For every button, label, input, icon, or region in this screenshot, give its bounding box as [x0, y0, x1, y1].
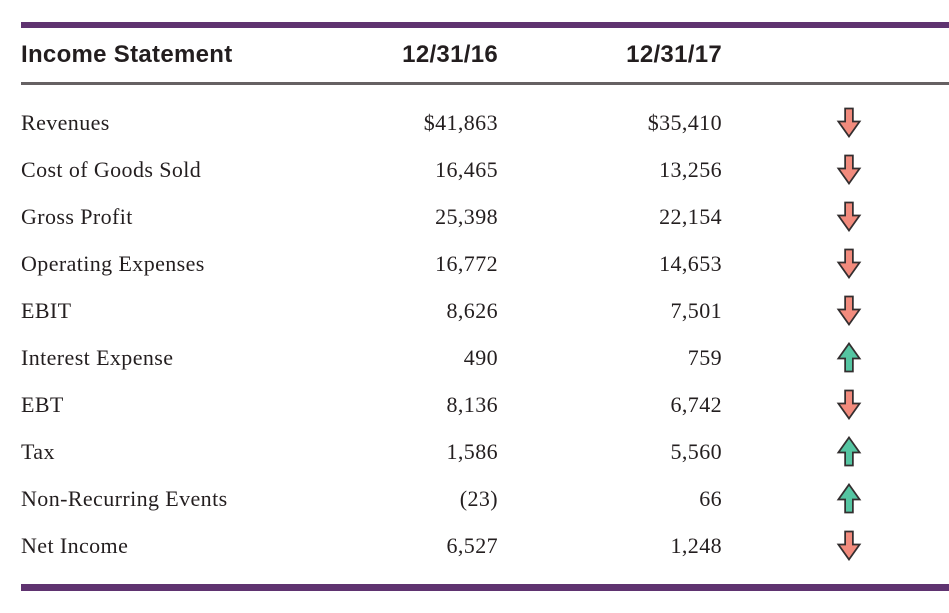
value-12-31-17: 6,742 [670, 391, 722, 417]
value-12-31-16: 490 [463, 344, 498, 370]
down-arrow-icon [836, 389, 862, 420]
row-label: Interest Expense [21, 344, 174, 370]
row-label: Gross Profit [21, 203, 133, 229]
value-12-31-17: 759 [687, 344, 722, 370]
row-label: EBIT [21, 297, 72, 323]
table-row: Interest Expense 490 759 [0, 334, 949, 381]
table-row: Operating Expenses 16,772 14,653 [0, 240, 949, 287]
value-12-31-16: 16,465 [435, 156, 498, 182]
table-row: EBT 8,136 6,742 [0, 381, 949, 428]
change-cell [722, 483, 949, 514]
bottom-accent-rule [21, 584, 949, 591]
body-footer-gap [0, 569, 949, 584]
value-12-31-17: 14,653 [659, 250, 722, 276]
change-cell [722, 530, 949, 561]
down-arrow-icon [836, 295, 862, 326]
row-label: EBT [21, 391, 64, 417]
change-cell [722, 389, 949, 420]
up-arrow-icon [836, 342, 862, 373]
value-12-31-17: 22,154 [659, 203, 722, 229]
up-arrow-icon [836, 483, 862, 514]
row-label: Non-Recurring Events [21, 485, 228, 511]
top-accent-rule [21, 22, 949, 28]
table-row: Tax 1,586 5,560 [0, 428, 949, 475]
table-row: Cost of Goods Sold 16,465 13,256 [0, 146, 949, 193]
value-12-31-16: 16,772 [435, 250, 498, 276]
value-12-31-17: $35,410 [647, 109, 722, 135]
table-row: Non-Recurring Events (23) 66 [0, 475, 949, 522]
row-label: Revenues [21, 109, 110, 135]
row-label: Operating Expenses [21, 250, 205, 276]
col-header-12-31-16: 12/31/16 [402, 41, 498, 68]
table-title: Income Statement [21, 41, 233, 68]
change-cell [722, 154, 949, 185]
value-12-31-16: 8,626 [446, 297, 498, 323]
change-cell [722, 107, 949, 138]
header-body-gap [0, 85, 949, 99]
table-body: Revenues $41,863 $35,410 Cost of Goods S… [0, 99, 949, 569]
value-12-31-17: 13,256 [659, 156, 722, 182]
table-row: Net Income 6,527 1,248 [0, 522, 949, 569]
table-row: Revenues $41,863 $35,410 [0, 99, 949, 146]
header-row: Income Statement 12/31/16 12/31/17 [0, 28, 949, 82]
value-12-31-17: 5,560 [670, 438, 722, 464]
col-header-12-31-17: 12/31/17 [626, 41, 722, 68]
down-arrow-icon [836, 154, 862, 185]
row-label: Net Income [21, 532, 129, 558]
up-arrow-icon [836, 436, 862, 467]
value-12-31-16: 25,398 [435, 203, 498, 229]
value-12-31-16: 8,136 [446, 391, 498, 417]
down-arrow-icon [836, 248, 862, 279]
change-cell [722, 342, 949, 373]
value-12-31-16: (23) [459, 485, 498, 511]
value-12-31-16: 1,586 [446, 438, 498, 464]
down-arrow-icon [836, 201, 862, 232]
value-12-31-17: 66 [699, 485, 722, 511]
row-label: Tax [21, 438, 55, 464]
value-12-31-16: $41,863 [423, 109, 498, 135]
down-arrow-icon [836, 530, 862, 561]
table-row: Gross Profit 25,398 22,154 [0, 193, 949, 240]
change-cell [722, 201, 949, 232]
row-label: Cost of Goods Sold [21, 156, 202, 182]
value-12-31-16: 6,527 [446, 532, 498, 558]
value-12-31-17: 7,501 [670, 297, 722, 323]
header-divider-rule [21, 82, 949, 85]
down-arrow-icon [836, 107, 862, 138]
top-margin [0, 0, 949, 22]
change-cell [722, 295, 949, 326]
change-cell [722, 248, 949, 279]
value-12-31-17: 1,248 [670, 532, 722, 558]
table-row: EBIT 8,626 7,501 [0, 287, 949, 334]
change-cell [722, 436, 949, 467]
